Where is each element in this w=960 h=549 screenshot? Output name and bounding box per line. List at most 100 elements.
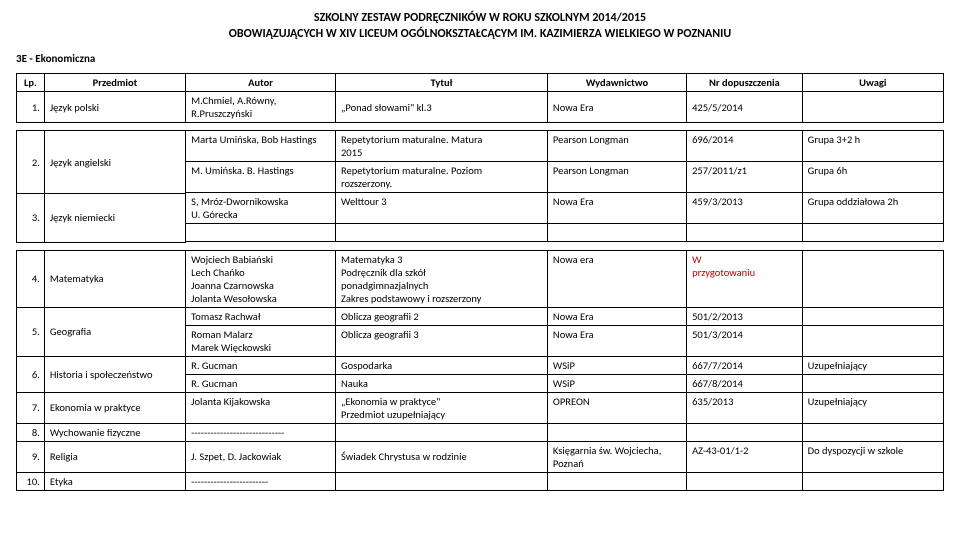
table-row: 1. Język polski M.Chmiel, A.Równy, R.Pru… — [17, 92, 944, 123]
cell-remarks: Grupa oddziałowa 2h — [802, 193, 943, 224]
cell-approval: 501/2/2013 — [687, 307, 803, 325]
cell-title-l4: Zakres podstawowy i rozszerzony — [341, 292, 481, 305]
cell-title: Gospodarka — [335, 356, 547, 374]
cell-remarks: Do dyspozycji w szkole — [802, 441, 943, 472]
cell-title: „Ponad słowami" kl.3 — [335, 92, 547, 123]
cell-author: Roman Malarz Marek Więckowski — [186, 325, 336, 356]
cell-lp: 7. — [17, 392, 45, 423]
page-heading: SZKOLNY ZESTAW PODRĘCZNIKÓW W ROKU SZKOL… — [16, 10, 944, 42]
table-row: 2. Język angielski Marta Umińska, Bob Ha… — [17, 131, 944, 162]
cell-publisher: Nowa Era — [547, 92, 686, 123]
cell-subject: Historia i społeczeństwo — [44, 356, 185, 392]
cell-title: Welttour 3 — [335, 193, 547, 224]
cell-lp: 2. — [17, 131, 45, 193]
cell-publisher: WSiP — [547, 374, 686, 392]
cell-pub-l1: Księgarnia św. Wojciecha, — [553, 444, 661, 457]
table-row: 8. Wychowanie fizyczne -----------------… — [17, 423, 944, 441]
cell-title-l2: rozszerzony. — [341, 177, 392, 190]
cell-approval: W przygotowaniu — [687, 250, 803, 307]
cell-pub-l2: Poznań — [553, 457, 584, 470]
cell-title: Świadek Chrystusa w rodzinie — [335, 441, 547, 472]
cell-title: Matematyka 3 Podręcznik dla szkół ponadg… — [335, 250, 547, 307]
cell-author-l1: Wojciech Babiański — [191, 253, 273, 266]
cell-approval: 696/2014 — [687, 131, 803, 162]
cell-author: M.Chmiel, A.Równy, R.Pruszczyński — [186, 92, 336, 123]
cell-lp: 5. — [17, 307, 45, 356]
cell-publisher: Pearson Longman — [547, 131, 686, 162]
cell-author-l4: Jolanta Wesołowska — [191, 292, 277, 305]
col-author: Autor — [186, 74, 336, 92]
cell-remarks — [802, 307, 943, 325]
cell-title-l3: ponadgimnazjalnych — [341, 279, 428, 292]
cell-publisher: Nowa Era — [547, 325, 686, 356]
cell-remarks: Grupa 3+2 h — [802, 131, 943, 162]
cell-remarks: Uzupełniający — [802, 392, 943, 423]
cell-title: Oblicza geografii 3 — [335, 325, 547, 356]
cell-author: R. Gucman — [186, 356, 336, 374]
col-subject: Przedmiot — [44, 74, 185, 92]
cell-subject: Język angielski — [44, 131, 185, 193]
cell-author-l2: R.Pruszczyński — [191, 107, 252, 120]
col-lp: Lp. — [17, 74, 45, 92]
heading-line2: OBOWIĄZUJĄCYCH W XIV LICEUM OGÓLNOKSZTAŁ… — [16, 26, 944, 42]
cell-author-l2: Lech Chańko — [191, 266, 245, 279]
cell-author-l1: M.Chmiel, A.Równy, — [191, 94, 276, 107]
cell-title: Repetytorium maturalne. Poziom rozszerzo… — [335, 162, 547, 193]
table-row: 7. Ekonomia w praktyce Jolanta Kijakowsk… — [17, 392, 944, 423]
table-row: 5. Geografia Tomasz Rachwał Oblicza geog… — [17, 307, 944, 325]
cell-author-l1: Roman Malarz — [191, 328, 253, 341]
cell-remarks: Grupa 6h — [802, 162, 943, 193]
cell-title-l2: 2015 — [341, 146, 362, 159]
cell-publisher: OPREON — [547, 392, 686, 423]
cell-title: Repetytorium maturalne. Matura 2015 — [335, 131, 547, 162]
cell-lp: 9. — [17, 441, 45, 472]
cell-subject: Język polski — [44, 92, 185, 123]
table-row: 6. Historia i społeczeństwo R. Gucman Go… — [17, 356, 944, 374]
cell-title-l1: „Ekonomia w praktyce" — [341, 395, 440, 408]
col-title: Tytuł — [335, 74, 547, 92]
cell-subject: Wychowanie fizyczne — [44, 423, 185, 441]
cell-publisher: Księgarnia św. Wojciecha, Poznań — [547, 441, 686, 472]
cell-publisher: Pearson Longman — [547, 162, 686, 193]
cell-title: Oblicza geografii 2 — [335, 307, 547, 325]
cell-approval: 667/8/2014 — [687, 374, 803, 392]
cell-author-l3: Joanna Czarnowska — [191, 279, 274, 292]
cell-title-l1: Matematyka 3 — [341, 253, 402, 266]
cell-publisher: Nowa Era — [547, 193, 686, 224]
cell-author: M. Umińska. B. Hastings — [186, 162, 336, 193]
cell-subject: Religia — [44, 441, 185, 472]
cell-subject: Ekonomia w praktyce — [44, 392, 185, 423]
cell-title-l2: Podręcznik dla szkół — [341, 266, 426, 279]
cell-publisher: Nowa Era — [547, 307, 686, 325]
cell-approval: 667/7/2014 — [687, 356, 803, 374]
gap-row — [17, 242, 944, 250]
cell-title-l2: Przedmiot uzupełniający — [341, 408, 445, 421]
gap-row — [17, 123, 944, 131]
cell-publisher: Nowa era — [547, 250, 686, 307]
table-row: 3. Język niemiecki S, Mróz-Dwornikowska … — [17, 193, 944, 224]
cell-author: Jolanta Kijakowska — [186, 392, 336, 423]
cell-title-l1: Repetytorium maturalne. Poziom — [341, 164, 482, 177]
cell-author: ----------------------------- — [186, 423, 336, 441]
cell-lp: 6. — [17, 356, 45, 392]
cell-author-l1: S, Mróz-Dwornikowska — [191, 195, 288, 208]
cell-author-l2: U. Górecka — [191, 208, 238, 221]
table-header-row: Lp. Przedmiot Autor Tytuł Wydawnictwo Nr… — [17, 74, 944, 92]
cell-subject: Geografia — [44, 307, 185, 356]
cell-title-l1: Repetytorium maturalne. Matura — [341, 133, 482, 146]
cell-title: Nauka — [335, 374, 547, 392]
cell-subject: Język niemiecki — [44, 193, 185, 242]
cell-remarks — [802, 92, 943, 123]
cell-publisher: WSiP — [547, 356, 686, 374]
cell-approval: 501/3/2014 — [687, 325, 803, 356]
cell-author: Tomasz Rachwał — [186, 307, 336, 325]
cell-remarks — [802, 325, 943, 356]
cell-approval-l2: przygotowaniu — [692, 266, 755, 279]
cell-remarks — [802, 374, 943, 392]
col-approval: Nr dopuszczenia — [687, 74, 803, 92]
cell-lp: 10. — [17, 472, 45, 490]
col-remarks: Uwagi — [802, 74, 943, 92]
cell-author: ------------------------ — [186, 472, 336, 490]
col-publisher: Wydawnictwo — [547, 74, 686, 92]
cell-lp: 1. — [17, 92, 45, 123]
